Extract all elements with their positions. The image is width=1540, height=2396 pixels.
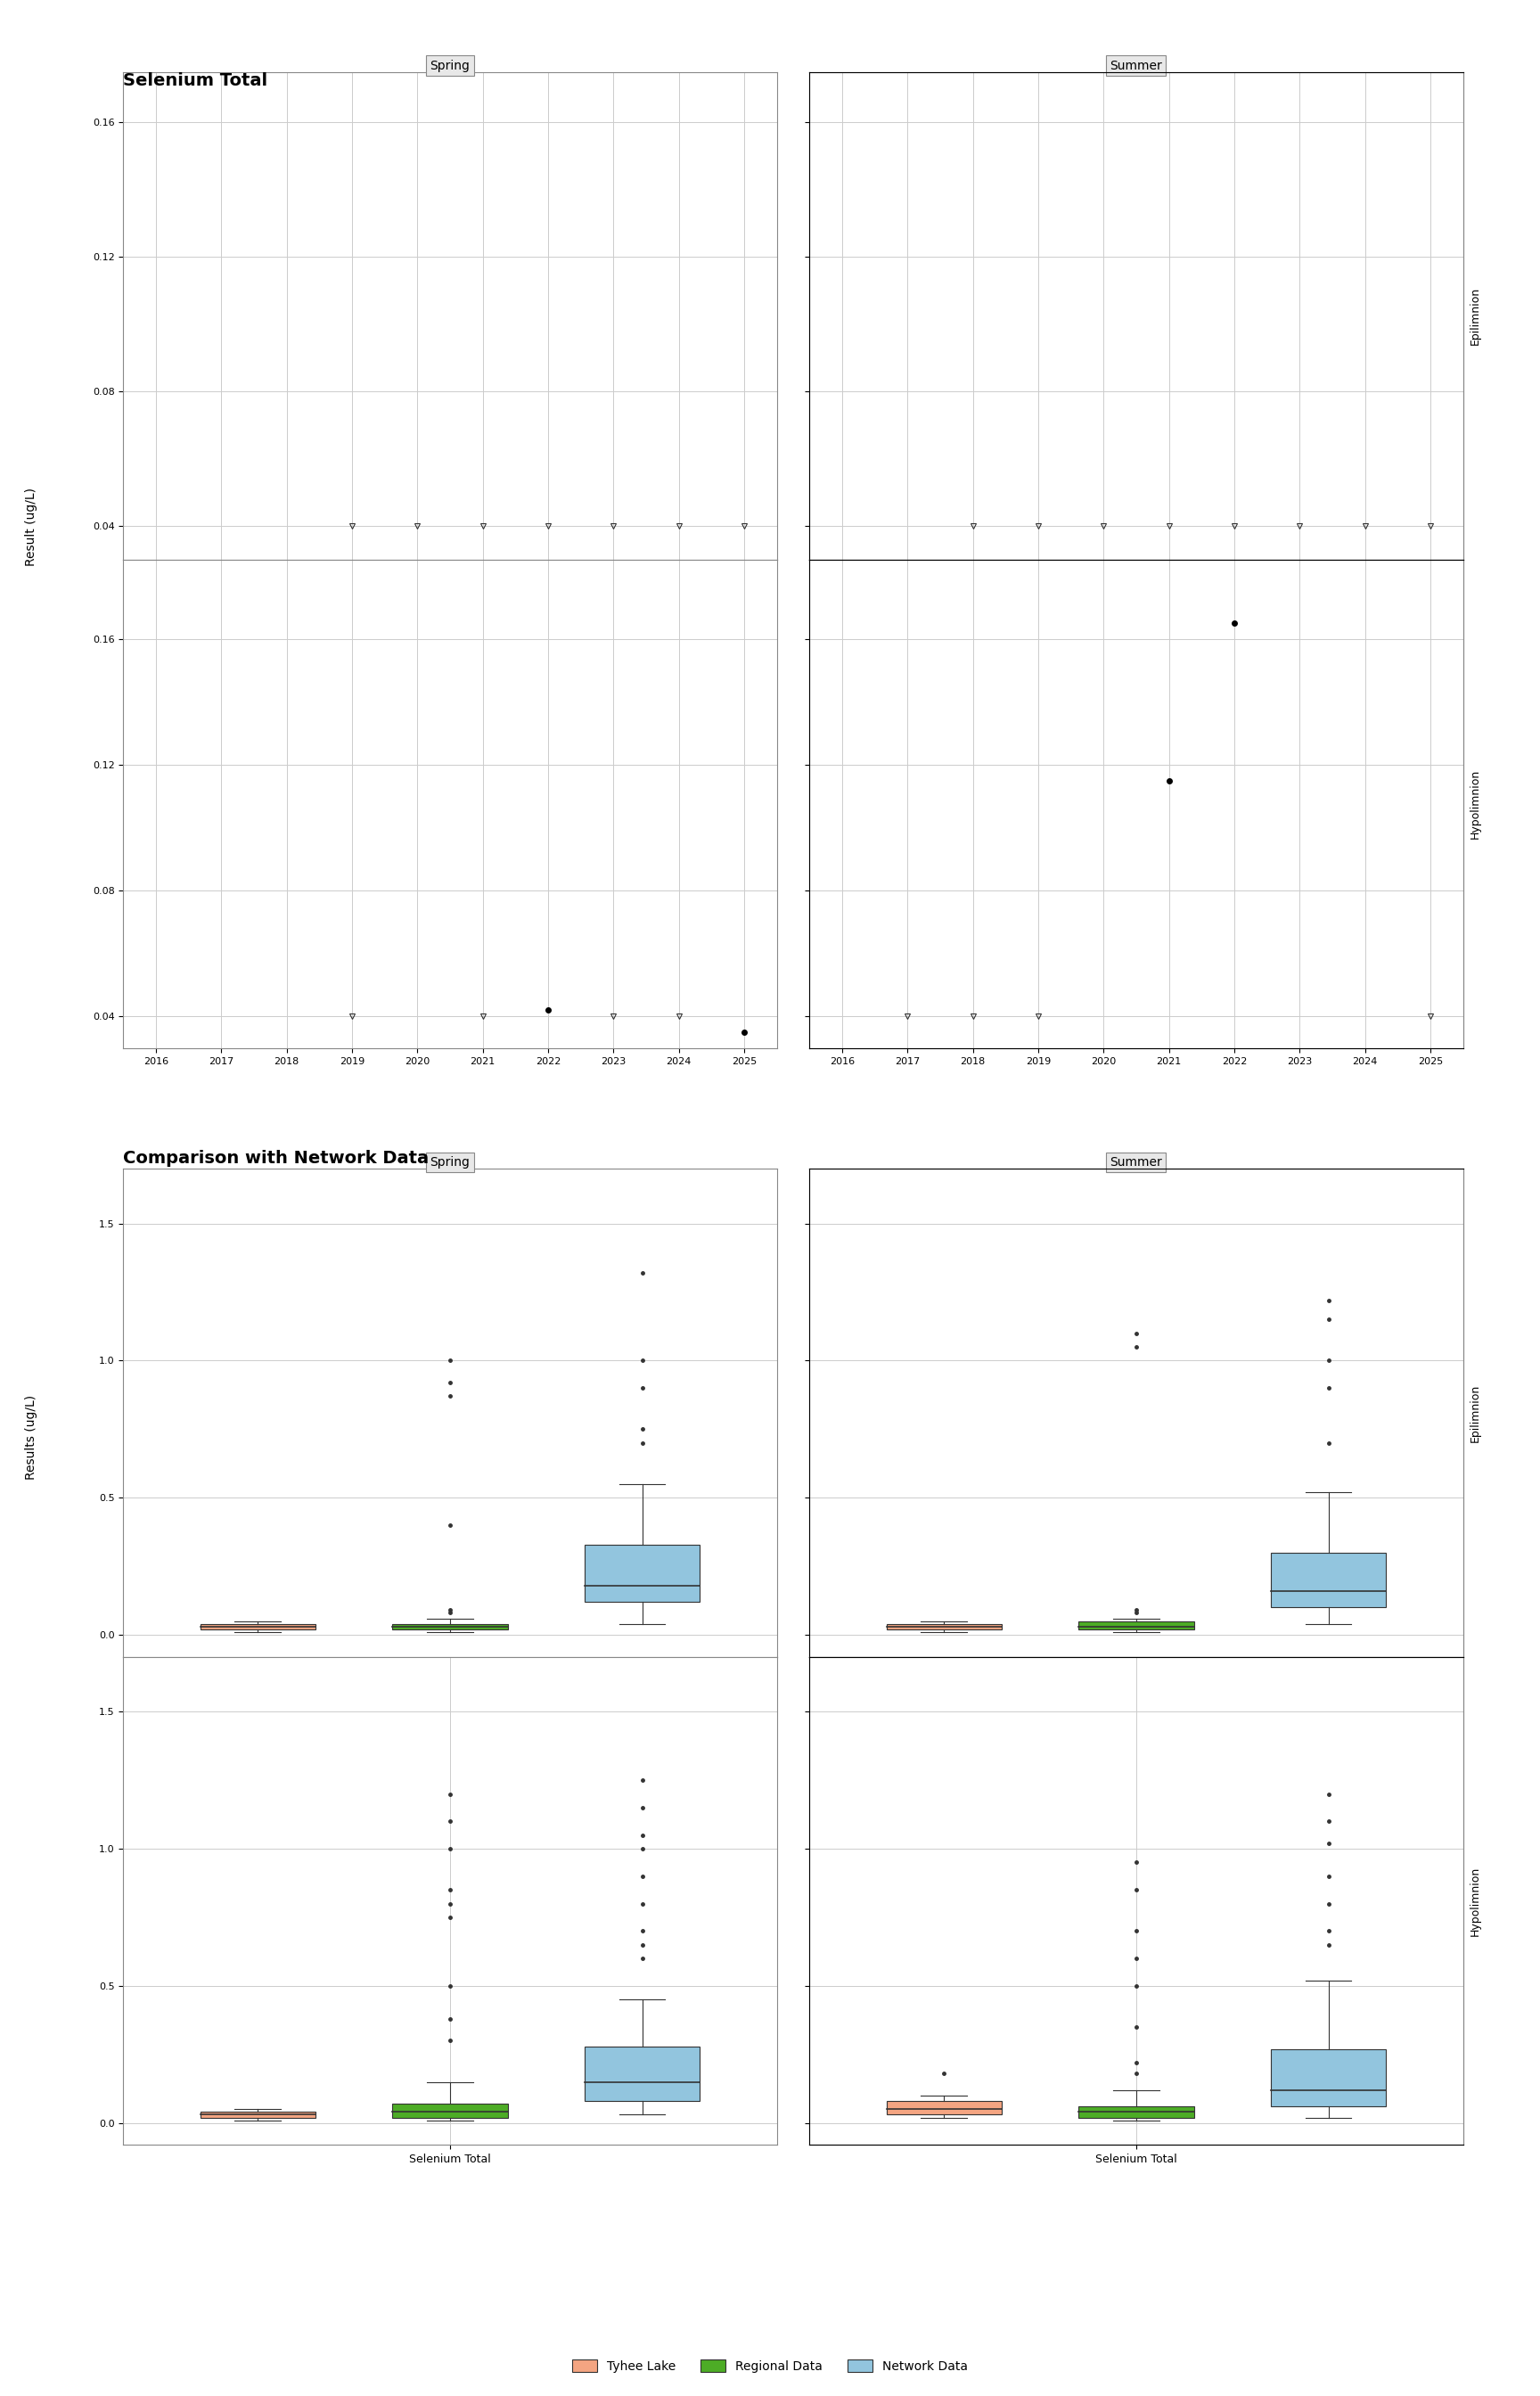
FancyBboxPatch shape <box>1078 2106 1194 2118</box>
Text: Comparison with Network Data: Comparison with Network Data <box>123 1150 430 1167</box>
Text: Results (ug/L): Results (ug/L) <box>25 1394 37 1481</box>
FancyBboxPatch shape <box>1270 2049 1386 2106</box>
FancyBboxPatch shape <box>1270 1553 1386 1608</box>
Y-axis label: Epilimnion: Epilimnion <box>1469 1382 1481 1442</box>
FancyBboxPatch shape <box>393 2104 508 2118</box>
Y-axis label: Hypolimnion: Hypolimnion <box>1469 1866 1481 1936</box>
Legend: Tyhee Lake, Regional Data, Network Data: Tyhee Lake, Regional Data, Network Data <box>568 2355 972 2377</box>
FancyBboxPatch shape <box>887 2101 1001 2116</box>
FancyBboxPatch shape <box>200 2111 316 2118</box>
Text: Selenium Total: Selenium Total <box>123 72 268 89</box>
Y-axis label: Hypolimnion: Hypolimnion <box>1469 769 1481 839</box>
FancyBboxPatch shape <box>585 2046 699 2101</box>
FancyBboxPatch shape <box>1078 1622 1194 1629</box>
Text: Result (ug/L): Result (ug/L) <box>25 489 37 565</box>
FancyBboxPatch shape <box>200 1624 316 1629</box>
FancyBboxPatch shape <box>887 1624 1001 1629</box>
Title: Summer: Summer <box>1110 60 1163 72</box>
FancyBboxPatch shape <box>585 1545 699 1603</box>
Title: Spring: Spring <box>430 60 470 72</box>
Y-axis label: Epilimnion: Epilimnion <box>1469 288 1481 345</box>
FancyBboxPatch shape <box>393 1624 508 1629</box>
Title: Spring: Spring <box>430 1157 470 1169</box>
Title: Summer: Summer <box>1110 1157 1163 1169</box>
